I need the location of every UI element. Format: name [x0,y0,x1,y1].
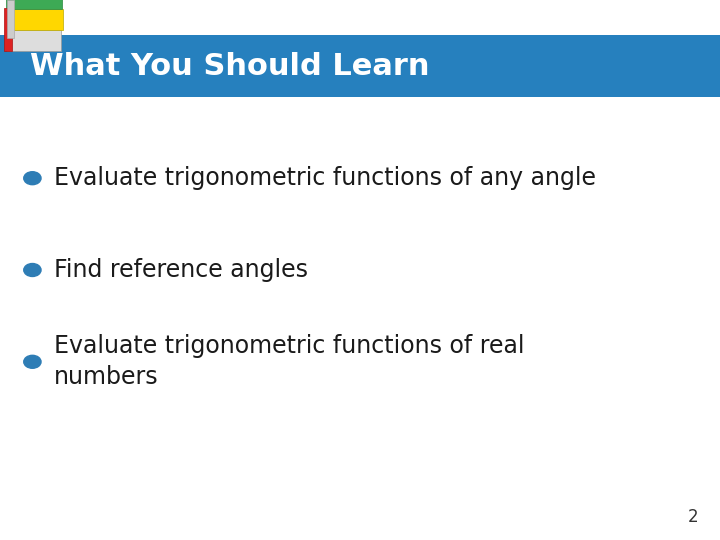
FancyBboxPatch shape [7,0,14,38]
FancyBboxPatch shape [4,8,12,51]
Circle shape [24,264,41,276]
Text: What You Should Learn: What You Should Learn [30,52,430,80]
Text: Evaluate trigonometric functions of any angle: Evaluate trigonometric functions of any … [54,166,596,190]
FancyBboxPatch shape [6,0,62,9]
Circle shape [24,172,41,185]
FancyBboxPatch shape [7,30,61,51]
Text: Evaluate trigonometric functions of real
numbers: Evaluate trigonometric functions of real… [54,334,524,389]
FancyBboxPatch shape [6,9,63,30]
Circle shape [24,355,41,368]
FancyBboxPatch shape [0,35,720,97]
Text: Find reference angles: Find reference angles [54,258,308,282]
Text: 2: 2 [688,509,698,526]
